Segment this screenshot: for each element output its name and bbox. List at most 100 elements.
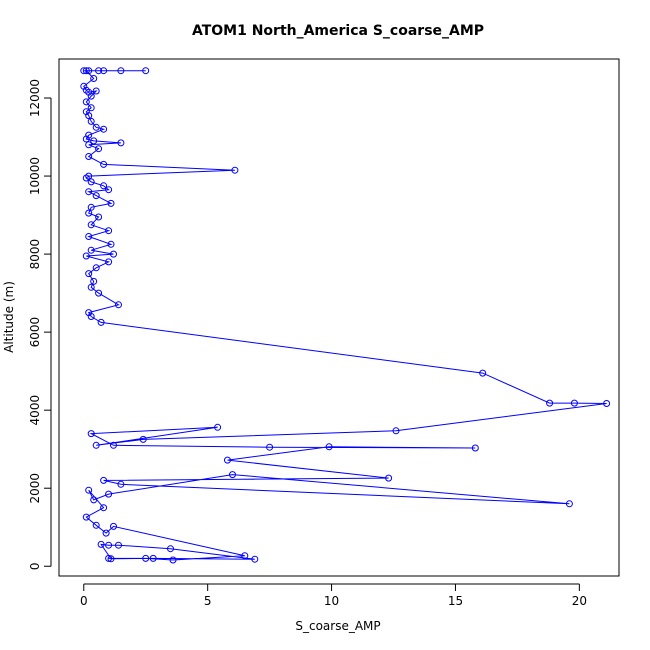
data-point [90, 137, 98, 145]
data-point [87, 246, 95, 254]
data-point [80, 67, 88, 75]
data-point [92, 521, 100, 529]
data-point [87, 178, 95, 186]
y-axis-label: Altitude (m) [2, 281, 16, 353]
data-point [105, 258, 113, 266]
data-point [115, 301, 122, 309]
data-point [102, 529, 110, 537]
data-point [117, 67, 125, 75]
data-point [100, 182, 108, 190]
data-point [110, 250, 117, 258]
data-point [82, 98, 90, 106]
data-point [85, 486, 93, 494]
series-line [83, 70, 607, 561]
data-point [105, 227, 113, 235]
data-point [107, 555, 115, 563]
series-layer [80, 67, 611, 564]
data-point [92, 192, 100, 200]
x-tick-label: 10 [324, 594, 339, 608]
data-point [105, 554, 113, 562]
data-point [92, 264, 100, 272]
data-point [110, 441, 117, 449]
data-point [85, 270, 93, 278]
data-point [90, 75, 98, 82]
data-point [241, 552, 249, 560]
data-point [90, 496, 98, 504]
data-point [565, 500, 573, 508]
data-point [139, 435, 147, 443]
data-point [214, 423, 222, 431]
x-tick-label: 5 [204, 594, 212, 608]
data-point [100, 160, 108, 168]
data-point [471, 444, 479, 452]
y-tick-label: 4000 [28, 395, 42, 426]
data-point [87, 104, 95, 112]
x-tick-label: 15 [448, 594, 463, 608]
data-point [231, 166, 239, 174]
data-point [97, 318, 105, 326]
data-point [82, 67, 90, 75]
data-point [142, 67, 150, 75]
x-axis: 0 5 10 15 20 [80, 583, 587, 608]
y-tick-label: 10000 [28, 157, 42, 195]
data-point [229, 471, 236, 479]
data-point [266, 443, 274, 451]
data-point [87, 313, 95, 320]
data-point [95, 213, 103, 221]
plot-area-frame [58, 58, 620, 577]
data-point [385, 474, 393, 482]
data-point [110, 522, 117, 530]
y-tick-label: 2000 [28, 473, 42, 504]
data-point [479, 369, 487, 377]
data-point [167, 545, 174, 553]
data-point [87, 430, 95, 438]
data-point [87, 117, 95, 125]
data-point [82, 252, 90, 260]
y-tick-label: 12000 [28, 79, 42, 117]
data-point [92, 123, 100, 131]
data-point [100, 476, 108, 484]
data-point [115, 541, 122, 549]
data-point [97, 540, 105, 548]
y-tick-label: 8000 [28, 239, 42, 270]
y-axis: 0 2000 4000 6000 8000 10000 12000 [28, 79, 52, 570]
data-point [142, 554, 150, 562]
data-point [92, 87, 100, 95]
data-point [107, 240, 115, 248]
data-point [95, 289, 103, 297]
data-point [100, 504, 108, 512]
data-point [251, 555, 259, 563]
data-point [570, 399, 578, 407]
data-point [100, 67, 108, 75]
chart-title: ATOM1 North_America S_coarse_AMP [192, 23, 484, 39]
y-tick-label: 0 [28, 562, 42, 570]
data-point [117, 480, 125, 488]
data-point [149, 554, 157, 562]
x-tick-label: 0 [80, 594, 88, 608]
data-point [95, 67, 103, 75]
data-point [85, 67, 93, 75]
data-point [87, 203, 95, 211]
data-point [95, 145, 103, 153]
data-point [325, 443, 333, 451]
data-point [82, 174, 90, 182]
data-point [87, 283, 95, 291]
data-point [87, 221, 95, 229]
data-point [85, 112, 93, 120]
data-point [85, 188, 93, 196]
data-point [85, 209, 93, 217]
data-point [603, 400, 611, 407]
data-point [117, 139, 125, 147]
data-point [100, 125, 108, 133]
data-point [82, 135, 90, 143]
data-point [105, 490, 113, 498]
data-point [392, 427, 400, 435]
data-point [224, 456, 231, 464]
data-point [85, 233, 93, 240]
data-point [85, 141, 93, 149]
x-axis-label: S_coarse_AMP [295, 619, 380, 633]
y-tick-label: 6000 [28, 317, 42, 348]
data-point [92, 441, 100, 449]
